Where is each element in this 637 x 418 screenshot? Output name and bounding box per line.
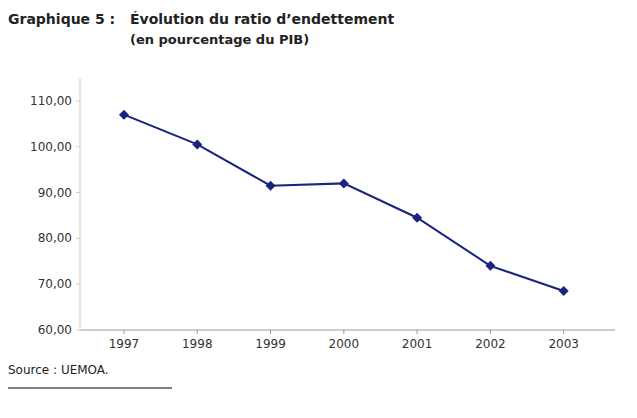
marker — [192, 139, 202, 149]
x-tick-label: 2000 — [329, 337, 360, 351]
axes: 1997 1998 1999 2000 2001 2002 2003 60,00 70,00 80… — [30, 78, 615, 351]
x-tick-label: 1998 — [182, 337, 213, 351]
y-tick-label: 100,00 — [30, 140, 72, 154]
x-tick-label: 1999 — [255, 337, 286, 351]
x-tick — [417, 330, 418, 334]
x-axis-line — [80, 330, 615, 331]
subtitle: (en pourcentage du PIB) — [130, 32, 309, 47]
marker — [412, 213, 422, 223]
y-tick — [76, 330, 80, 331]
y-tick — [76, 238, 80, 239]
x-tick — [123, 330, 124, 334]
x-tick — [490, 330, 491, 334]
y-tick-label: 80,00 — [38, 231, 72, 245]
plot-area — [119, 110, 569, 296]
title: Évolution du ratio d’endettement — [130, 11, 394, 27]
x-tick-label: 1997 — [109, 337, 140, 351]
source: Source : UEMOA. — [8, 363, 109, 377]
chart: Graphique 5 : Évolution du ratio d’endett… — [0, 0, 637, 418]
y-tick — [76, 192, 80, 193]
marker — [119, 110, 129, 120]
figure-label: Graphique 5 : — [8, 11, 115, 27]
y-tick-label: 90,00 — [38, 186, 72, 200]
marker — [559, 286, 569, 296]
y-tick-label: 70,00 — [38, 277, 72, 291]
x-tick-label: 2003 — [548, 337, 579, 351]
line — [124, 115, 564, 291]
y-tick — [76, 146, 80, 147]
x-tick — [563, 330, 564, 334]
marker — [339, 178, 349, 188]
x-tick-label: 2002 — [475, 337, 506, 351]
x-tick — [270, 330, 271, 334]
y-axis-line — [80, 78, 81, 330]
y-tick-label: 110,00 — [30, 94, 72, 108]
y-tick — [76, 100, 80, 101]
decorative-rule — [8, 388, 172, 389]
x-tick — [197, 330, 198, 334]
x-tick-label: 2001 — [402, 337, 433, 351]
marker — [266, 181, 276, 191]
marker — [485, 261, 495, 271]
y-tick-label: 60,00 — [38, 323, 72, 337]
page: {"chart_data": {"type": "line", "title":… — [0, 0, 637, 418]
y-tick — [76, 284, 80, 285]
x-tick — [343, 330, 344, 334]
